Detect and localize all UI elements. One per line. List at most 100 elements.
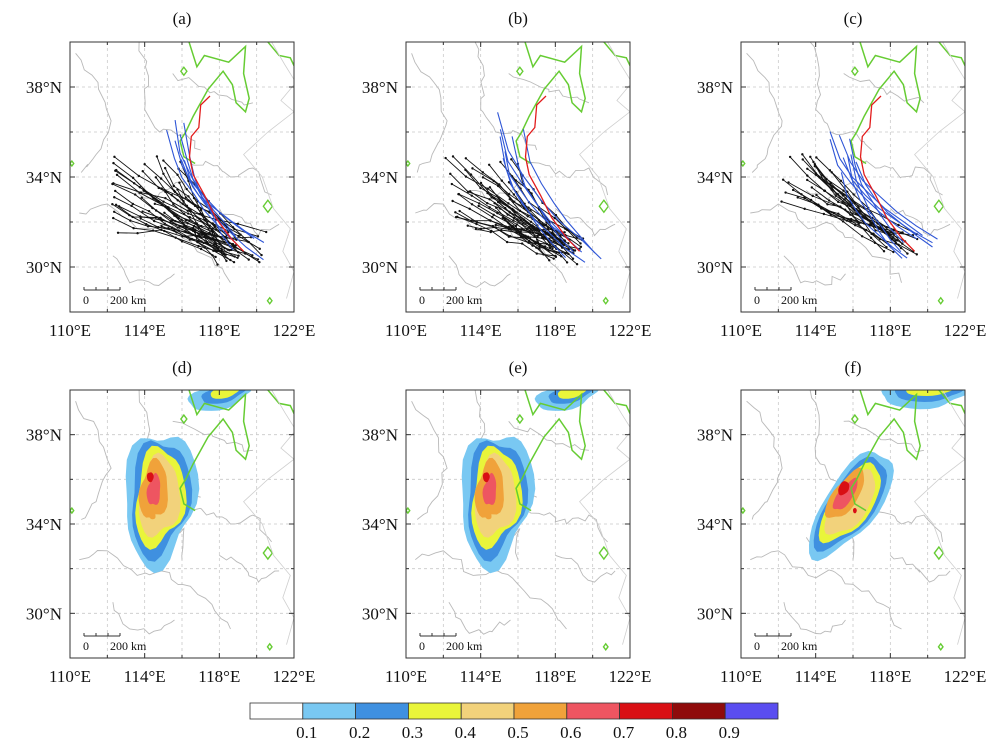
track-point: [192, 224, 196, 228]
track-point: [529, 220, 533, 223]
colorbar-swatch: [672, 702, 726, 720]
track-point: [187, 212, 190, 215]
lat-tick-label: 34°N: [26, 168, 62, 187]
province-boundary: [555, 208, 616, 237]
track-point: [112, 216, 115, 220]
track-point: [163, 166, 167, 170]
track-point: [199, 247, 203, 251]
probability-contour: [906, 390, 953, 396]
track-point: [214, 255, 217, 259]
track-point: [481, 176, 485, 179]
track-point: [899, 246, 903, 250]
ensemble-track-blue: [180, 159, 265, 243]
track-point: [546, 227, 550, 231]
track-point: [477, 204, 480, 208]
track-point: [522, 218, 526, 221]
track-point: [153, 202, 157, 206]
track-point: [159, 216, 162, 220]
track-point: [141, 210, 144, 213]
green-contour: [602, 42, 630, 68]
track-point: [788, 155, 792, 159]
track-point: [886, 230, 889, 234]
green-contour-island: [70, 506, 75, 515]
scalebar-label: 200 km: [781, 293, 818, 307]
lon-tick-label: 118°E: [869, 667, 911, 686]
panel-b-map: 110°E 114°E 118°E 122°E 38°N 34°N 30°N 0 200 km: [362, 41, 651, 340]
track-point: [516, 218, 519, 221]
track-point: [873, 241, 877, 245]
ensemble-track-blue: [842, 157, 933, 244]
track-point: [901, 231, 904, 234]
track-point: [508, 210, 511, 214]
track-point: [530, 192, 533, 195]
track-point: [579, 245, 583, 249]
track-point: [164, 196, 167, 200]
track-point: [199, 208, 203, 212]
panel-e-title: (e): [509, 358, 528, 377]
province-boundary: [172, 73, 254, 106]
track-point: [830, 171, 833, 174]
track-point: [210, 227, 214, 231]
track-point: [450, 182, 454, 186]
green-contour-island: [266, 642, 273, 651]
observed-track-red: [859, 95, 916, 252]
track-point: [841, 220, 845, 223]
observed-track-red: [524, 95, 581, 252]
province-boundary: [783, 602, 846, 635]
track-point: [475, 222, 478, 226]
track-point: [159, 177, 163, 180]
track-point: [236, 256, 239, 260]
track-point: [172, 203, 175, 206]
green-contour-island: [933, 545, 945, 561]
province-boundary: [746, 52, 783, 173]
province-boundary: [448, 255, 511, 288]
province-boundary: [448, 601, 511, 635]
track-point: [449, 172, 452, 176]
lon-tick-label: 110°E: [49, 667, 91, 686]
lon-tick-label: 122°E: [609, 667, 652, 686]
track-point: [829, 213, 833, 217]
track-point: [836, 193, 840, 196]
lat-tick-label: 38°N: [362, 426, 398, 445]
lat-tick-label: 38°N: [362, 78, 398, 97]
track-point: [477, 202, 481, 205]
track-point: [845, 219, 849, 222]
track-point: [196, 240, 199, 244]
province-boundary: [411, 53, 448, 173]
ensemble-track-blue: [849, 138, 904, 243]
province-boundary: [79, 203, 231, 284]
track-point: [170, 193, 173, 197]
track-point: [169, 219, 172, 223]
track-point: [479, 181, 483, 185]
track-point: [529, 209, 532, 212]
track-point: [229, 248, 233, 252]
ensemble-track-blue: [847, 155, 903, 259]
track-point: [531, 244, 534, 247]
track-point: [489, 230, 492, 234]
track-point: [497, 196, 500, 200]
track-point: [196, 216, 199, 219]
colorbar-tick-label: 0.1: [296, 723, 317, 742]
track-point: [803, 207, 806, 211]
track-point: [167, 209, 171, 212]
colorbar-tick-label: 0.4: [455, 723, 477, 742]
track-point: [215, 245, 218, 248]
track-point: [501, 216, 504, 220]
track-point: [832, 212, 836, 215]
track-point: [565, 261, 569, 264]
track-point: [128, 213, 131, 217]
colorbar-swatch: [566, 702, 620, 720]
track-point: [860, 235, 864, 238]
green-contour-island: [933, 199, 945, 214]
track-point: [162, 200, 165, 203]
coastline: [243, 390, 294, 645]
track-point: [815, 156, 818, 159]
track-point: [496, 184, 500, 188]
track-point: [507, 181, 511, 184]
track-point: [258, 260, 261, 264]
ensemble-track-blue: [497, 112, 602, 260]
track-point: [129, 219, 132, 222]
green-contour-island: [937, 642, 944, 651]
track-point: [162, 172, 165, 175]
track-point: [486, 187, 490, 190]
